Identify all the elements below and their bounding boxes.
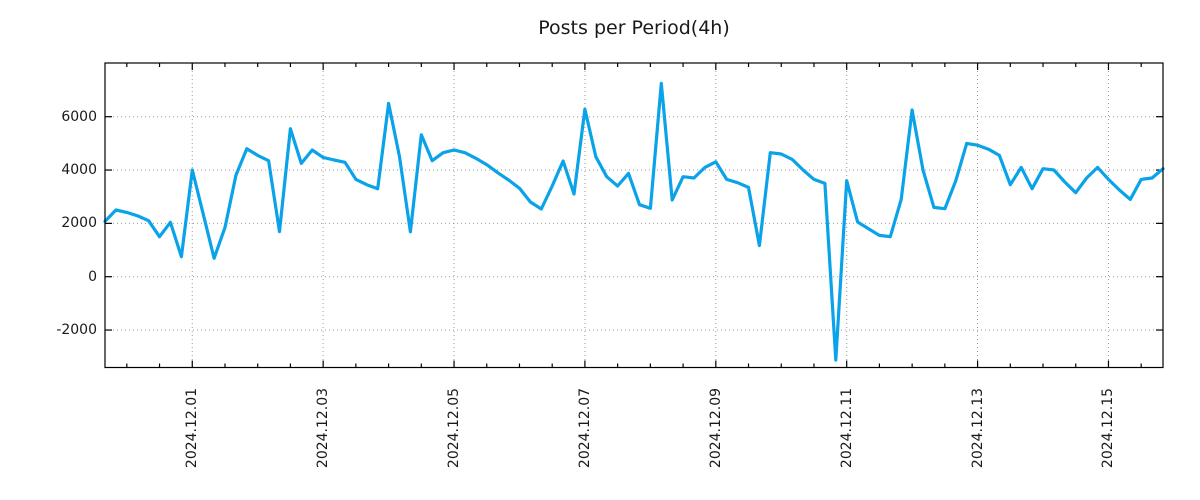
x-axis-tick-label: 2024.12.03 <box>315 387 332 469</box>
y-axis-tick-label: 6000 <box>61 108 97 125</box>
plot-border <box>104 62 1164 369</box>
data-series-line <box>103 81 1165 362</box>
x-axis-tick-label: 2024.12.05 <box>446 387 463 469</box>
y-axis-tick-label: 0 <box>88 268 97 285</box>
x-axis-tick-label: 2024.12.07 <box>576 387 593 469</box>
chart-title: Posts per Period(4h) <box>538 17 730 39</box>
x-axis-tick-label: 2024.12.13 <box>969 387 986 469</box>
y-axis-tick-label: 4000 <box>61 162 97 179</box>
x-axis-tick-label: 2024.12.09 <box>707 387 724 469</box>
y-axis-tick-label: 2000 <box>61 215 97 232</box>
y-axis-tick-label: -2000 <box>56 322 97 339</box>
x-axis-tick-label: 2024.12.11 <box>838 387 855 469</box>
x-axis-tick-label: 2024.12.01 <box>184 387 201 469</box>
x-axis-tick-label: 2024.12.15 <box>1100 387 1117 469</box>
